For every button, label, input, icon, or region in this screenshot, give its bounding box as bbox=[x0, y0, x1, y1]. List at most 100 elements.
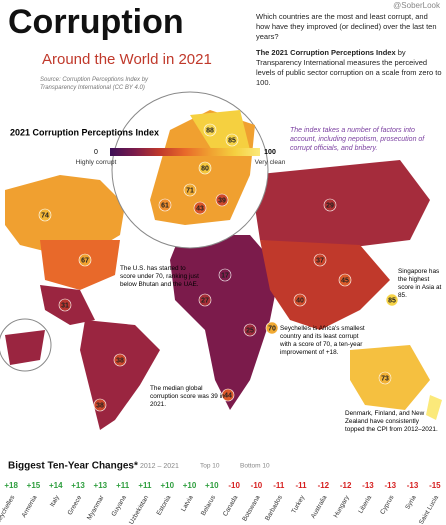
score-label: 71 bbox=[186, 187, 194, 194]
score-label: 61 bbox=[161, 202, 169, 209]
annotation: Singapore has the highest score in Asia … bbox=[398, 268, 442, 299]
score-label: 85 bbox=[388, 297, 396, 304]
change-value: +10 bbox=[183, 481, 197, 490]
change-country: Greece bbox=[67, 494, 84, 516]
change-value: +13 bbox=[71, 481, 85, 490]
question-box: Which countries are the most and least c… bbox=[256, 12, 437, 41]
score-label: 29 bbox=[326, 202, 334, 209]
change-country: Botswana bbox=[241, 494, 262, 523]
change-value: +11 bbox=[138, 481, 152, 490]
score-label: 44 bbox=[224, 392, 232, 399]
annotation: The U.S. has started to score under 70, … bbox=[120, 265, 199, 288]
change-value: +10 bbox=[205, 481, 219, 490]
change-value: -10 bbox=[251, 481, 263, 490]
ann-box: Seychelles is Africa's smallest country … bbox=[280, 325, 365, 356]
change-country: Saint Lucia bbox=[418, 494, 440, 525]
change-country: Syria bbox=[404, 494, 418, 511]
score-label: 39 bbox=[218, 197, 226, 204]
land-asia bbox=[260, 240, 390, 330]
score-marker bbox=[313, 253, 327, 267]
score-label: 25 bbox=[246, 327, 254, 334]
score-label: 80 bbox=[201, 165, 209, 172]
ann-box: The median global corruption score was 3… bbox=[150, 385, 225, 408]
score-marker bbox=[218, 268, 232, 282]
change-country: Uzbekistan bbox=[128, 494, 150, 525]
ann-box: Denmark, Finland, and New Zealand have c… bbox=[345, 410, 438, 433]
change-country: Seychelles bbox=[0, 494, 17, 525]
score-label: 70 bbox=[268, 325, 276, 332]
score-marker bbox=[225, 133, 239, 147]
score-marker bbox=[221, 388, 235, 402]
change-country: Canada bbox=[222, 494, 240, 518]
change-value: -11 bbox=[273, 481, 285, 490]
score-marker bbox=[215, 193, 229, 207]
change-country: Guyana bbox=[110, 494, 128, 518]
changes-title: Biggest Ten-Year Changes* bbox=[8, 461, 138, 472]
score-label: 31 bbox=[61, 302, 69, 309]
score-label: 67 bbox=[81, 257, 89, 264]
score-marker bbox=[198, 293, 212, 307]
change-value: -12 bbox=[318, 481, 330, 490]
change-value: +18 bbox=[4, 481, 18, 490]
score-marker bbox=[183, 183, 197, 197]
score-marker bbox=[93, 398, 107, 412]
source-box: Source: Corruption Perceptions Index by … bbox=[40, 77, 148, 91]
change-country: Hungary bbox=[333, 494, 352, 519]
score-marker bbox=[338, 273, 352, 287]
change-value: -15 bbox=[429, 481, 441, 490]
score-marker bbox=[198, 161, 212, 175]
score-marker bbox=[193, 201, 207, 215]
land-north-america bbox=[5, 175, 125, 255]
change-value: -13 bbox=[407, 481, 419, 490]
legend-max: 100 bbox=[264, 149, 276, 156]
score-marker bbox=[38, 208, 52, 222]
score-marker bbox=[58, 298, 72, 312]
score-label: 85 bbox=[228, 137, 236, 144]
annotation: The median global corruption score was 3… bbox=[150, 385, 225, 408]
score-label: 40 bbox=[296, 297, 304, 304]
score-marker bbox=[385, 293, 399, 307]
change-value: -12 bbox=[340, 481, 352, 490]
score-label: 88 bbox=[206, 127, 214, 134]
change-value: -11 bbox=[295, 481, 307, 490]
intro-rest: by Transparency International measures t… bbox=[256, 48, 442, 87]
ann-box: The U.S. has started to score under 70, … bbox=[120, 265, 199, 288]
score-label: 43 bbox=[196, 205, 204, 212]
change-country: Italy bbox=[49, 494, 61, 508]
land-south-america bbox=[80, 320, 160, 430]
change-value: +13 bbox=[94, 481, 108, 490]
score-marker bbox=[113, 353, 127, 367]
intro-bold: The 2021 Corruption Perceptions Index bbox=[256, 48, 396, 57]
land-new-zealand bbox=[426, 395, 442, 420]
change-value: +10 bbox=[160, 481, 174, 490]
score-label: 73 bbox=[381, 375, 389, 382]
score-marker bbox=[293, 293, 307, 307]
score-label: 38 bbox=[96, 402, 104, 409]
handle: @SoberLook bbox=[393, 1, 441, 10]
ann-box: Singapore has the highest score in Asia … bbox=[398, 268, 442, 299]
change-value: +11 bbox=[116, 481, 130, 490]
score-marker bbox=[203, 123, 217, 137]
score-label: 17 bbox=[221, 272, 229, 279]
land-russia bbox=[250, 160, 430, 250]
note-box: The index takes a number of factors into… bbox=[290, 127, 425, 152]
score-marker bbox=[243, 323, 257, 337]
question: Which countries are the most and least c… bbox=[256, 12, 437, 41]
title: Corruption bbox=[8, 3, 184, 41]
change-country: Latvia bbox=[180, 494, 195, 513]
note: The index takes a number of factors into… bbox=[290, 127, 425, 152]
legend-bar bbox=[110, 148, 260, 156]
annotation: Denmark, Finland, and New Zealand have c… bbox=[345, 410, 438, 433]
change-country: Myanmar bbox=[86, 494, 106, 522]
change-country: Liberia bbox=[357, 494, 373, 515]
legend-min: 0 bbox=[94, 149, 98, 156]
legend-max-label: Very clean bbox=[255, 159, 286, 166]
change-country: Turkey bbox=[290, 494, 306, 515]
score-label: 74 bbox=[41, 212, 49, 219]
score-marker bbox=[158, 198, 172, 212]
change-country: Cyprus bbox=[379, 494, 396, 516]
annotation: Seychelles is Africa's smallest country … bbox=[280, 325, 365, 356]
score-marker bbox=[265, 321, 279, 335]
intro: The 2021 Corruption Perceptions Index by… bbox=[256, 48, 442, 88]
